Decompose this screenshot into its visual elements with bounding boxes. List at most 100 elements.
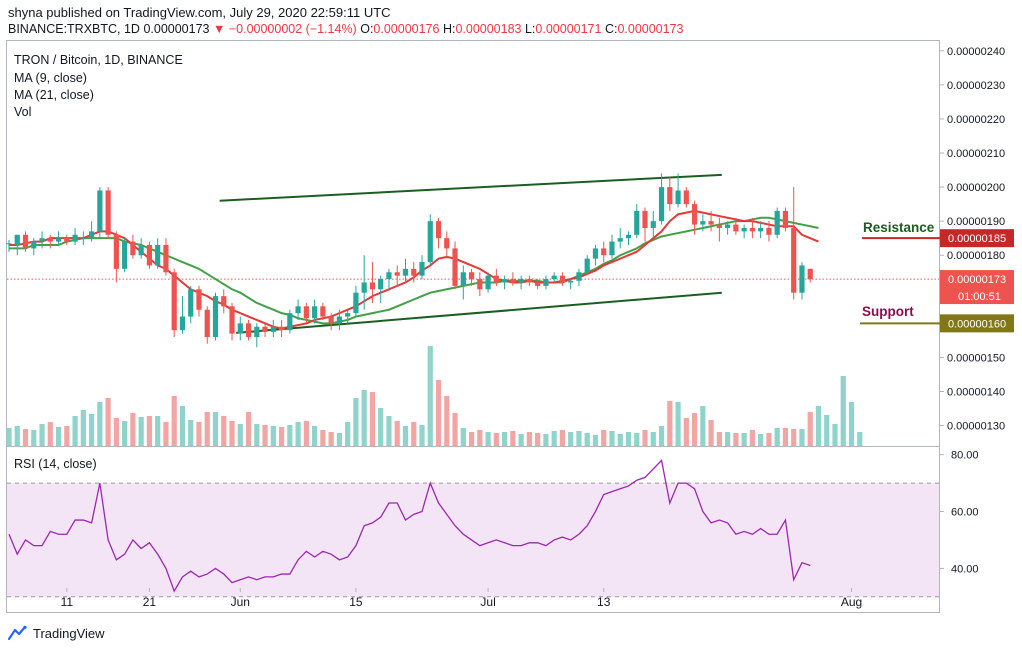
candle-body — [55, 238, 62, 242]
volume-bar — [510, 431, 516, 446]
candle-body — [188, 289, 194, 317]
candle — [650, 210, 656, 239]
candle-body — [493, 275, 499, 283]
candle — [171, 268, 177, 337]
candle-body — [353, 292, 359, 314]
candle — [303, 302, 309, 324]
volume-bar — [782, 428, 789, 446]
candle — [188, 285, 194, 324]
resistance-label: Resistance — [863, 220, 935, 235]
candle — [14, 234, 20, 256]
candle — [667, 176, 673, 211]
candle — [419, 255, 425, 280]
candle-body — [435, 221, 442, 239]
volume-bar — [601, 430, 607, 446]
candle — [245, 319, 252, 341]
candle-body — [237, 323, 243, 334]
candle-body — [229, 306, 235, 334]
candle — [179, 296, 186, 334]
candle-body — [650, 221, 656, 228]
ma21-legend[interactable]: MA (21, close) — [14, 88, 94, 102]
volume-bar — [576, 431, 582, 446]
price-change: −0.00000002 (−1.14%) — [228, 22, 357, 36]
candle-body — [328, 316, 334, 324]
volume-legend[interactable]: Vol — [14, 105, 32, 119]
price-tick-label: 0.00000200 — [947, 182, 1005, 194]
candle-body — [691, 204, 698, 225]
tradingview-logo[interactable]: TradingView — [8, 623, 105, 643]
open-value: 0.00000176 — [373, 22, 440, 36]
volume-bar — [543, 434, 549, 446]
candle — [270, 319, 276, 337]
volume-bar — [402, 426, 409, 446]
candle-body — [774, 210, 780, 235]
volume-bar — [419, 425, 425, 446]
candle — [237, 316, 243, 341]
volume-bar — [345, 422, 351, 446]
volume-bar — [518, 434, 524, 446]
volume-bar — [31, 430, 37, 446]
volume-bar — [493, 433, 499, 446]
price-tick-label: 0.00000240 — [947, 46, 1005, 58]
candle — [543, 275, 549, 290]
candle-body — [72, 234, 78, 242]
price-tags-layer: 0.00000185 0.00000160 0.00000173 01:00:51 — [860, 229, 1014, 333]
candle-body — [502, 279, 508, 283]
high-value: 0.00000183 — [455, 22, 522, 36]
candle-body — [378, 279, 384, 290]
high-label: H: — [442, 22, 456, 36]
candle — [700, 214, 706, 232]
candle — [468, 268, 475, 286]
volume-bar — [485, 432, 491, 446]
volume-bar — [287, 425, 293, 446]
candle-body — [262, 326, 268, 332]
candle — [353, 285, 359, 317]
candle-body — [568, 280, 574, 283]
candle-body — [369, 282, 376, 290]
candle — [47, 234, 53, 249]
volume-bar — [848, 402, 855, 446]
candle-body — [14, 234, 20, 245]
rsi-legend[interactable]: RSI (14, close) — [14, 457, 97, 471]
volume-bar — [80, 410, 86, 446]
publish-header: shyna published on TradingView.com, July… — [0, 0, 1022, 40]
price-axis-layer: 0.00000240 0.00000230 0.00000220 0.00000210… — [940, 46, 1005, 575]
candle — [568, 279, 574, 290]
channel-upper-trendline — [219, 173, 722, 202]
volume-bar — [262, 425, 268, 446]
volume-bar — [675, 402, 681, 446]
candle — [452, 241, 458, 290]
candle-body — [683, 190, 689, 205]
volume-bar — [592, 435, 599, 446]
time-tick-label: 15 — [349, 595, 363, 609]
volume-bar — [667, 401, 673, 446]
volume-bar — [741, 433, 747, 446]
candle — [31, 238, 37, 256]
volume-bar — [832, 424, 838, 446]
close-value: 0.00000173 — [617, 22, 684, 36]
candle-body — [667, 187, 673, 205]
candle-body — [278, 326, 285, 331]
rsi-band — [7, 483, 939, 597]
volume-bar — [320, 430, 326, 446]
candle-body — [601, 248, 607, 256]
tradingview-brand: TradingView — [33, 625, 105, 641]
volume-bar — [609, 431, 615, 446]
support-price-tag-text: 0.00000160 — [948, 318, 1006, 330]
candle — [601, 241, 607, 263]
volume-bar — [204, 412, 210, 446]
time-tick-label: Aug — [841, 595, 862, 609]
price-tick-label: 0.00000180 — [947, 250, 1005, 262]
volume-bar — [799, 429, 805, 446]
candle-body — [444, 238, 450, 249]
candle-body — [171, 272, 177, 331]
volume-bar — [254, 424, 260, 446]
pane-separator[interactable] — [6, 446, 940, 447]
ma9-legend[interactable]: MA (9, close) — [14, 71, 87, 85]
volume-bar — [22, 429, 29, 446]
rsi-band-layer — [7, 482, 939, 598]
candle — [328, 313, 334, 331]
volume-bar — [840, 376, 846, 446]
candle-body — [89, 231, 95, 239]
